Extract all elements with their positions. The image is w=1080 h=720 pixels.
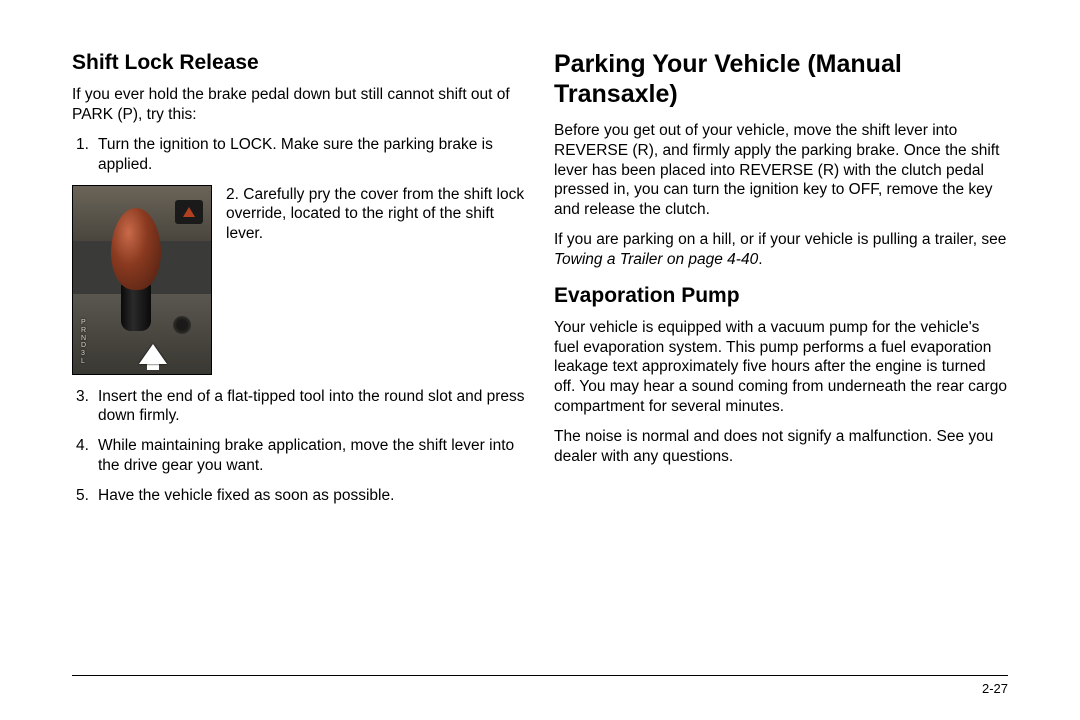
shift-lock-steps-cont: Insert the end of a flat-tipped tool int… [72, 387, 526, 506]
shift-lock-steps: Turn the ignition to LOCK. Make sure the… [72, 135, 526, 175]
shift-lock-intro: If you ever hold the brake pedal down bu… [72, 85, 526, 125]
right-column: Parking Your Vehicle (Manual Transaxle) … [554, 50, 1008, 516]
step-3: Insert the end of a flat-tipped tool int… [72, 387, 526, 427]
step-2-body: Carefully pry the cover from the shift l… [226, 186, 524, 243]
parking-para-2b: . [758, 251, 762, 268]
evaporation-para-2: The noise is normal and does not signify… [554, 427, 1008, 467]
step-1: Turn the ignition to LOCK. Make sure the… [72, 135, 526, 175]
page-number: 2-27 [982, 681, 1008, 696]
two-column-layout: Shift Lock Release If you ever hold the … [72, 50, 1008, 516]
towing-reference: Towing a Trailer on page 4-40 [554, 251, 758, 268]
left-column: Shift Lock Release If you ever hold the … [72, 50, 526, 516]
parking-para-2a: If you are parking on a hill, or if your… [554, 231, 1006, 248]
step-2-number: 2. [226, 186, 239, 203]
override-slot-icon [173, 316, 191, 334]
step-2-with-figure: P R N D 3 L 2. Carefully pry the cover f… [72, 185, 526, 375]
parking-heading: Parking Your Vehicle (Manual Transaxle) [554, 50, 1008, 109]
shift-lock-heading: Shift Lock Release [72, 50, 526, 75]
step-4: While maintaining brake application, mov… [72, 436, 526, 476]
parking-para-1: Before you get out of your vehicle, move… [554, 121, 1008, 220]
parking-para-2: If you are parking on a hill, or if your… [554, 230, 1008, 270]
step-2-text: 2. Carefully pry the cover from the shif… [226, 185, 526, 375]
arrow-up-icon [139, 344, 167, 364]
evaporation-para-1: Your vehicle is equipped with a vacuum p… [554, 318, 1008, 417]
gear-indicator-letters: P R N D 3 L [81, 319, 87, 365]
hazard-button-icon [175, 200, 203, 224]
footer-rule [72, 675, 1008, 676]
shift-lever-figure: P R N D 3 L [72, 185, 212, 375]
evaporation-heading: Evaporation Pump [554, 284, 1008, 308]
step-5: Have the vehicle fixed as soon as possib… [72, 486, 526, 506]
